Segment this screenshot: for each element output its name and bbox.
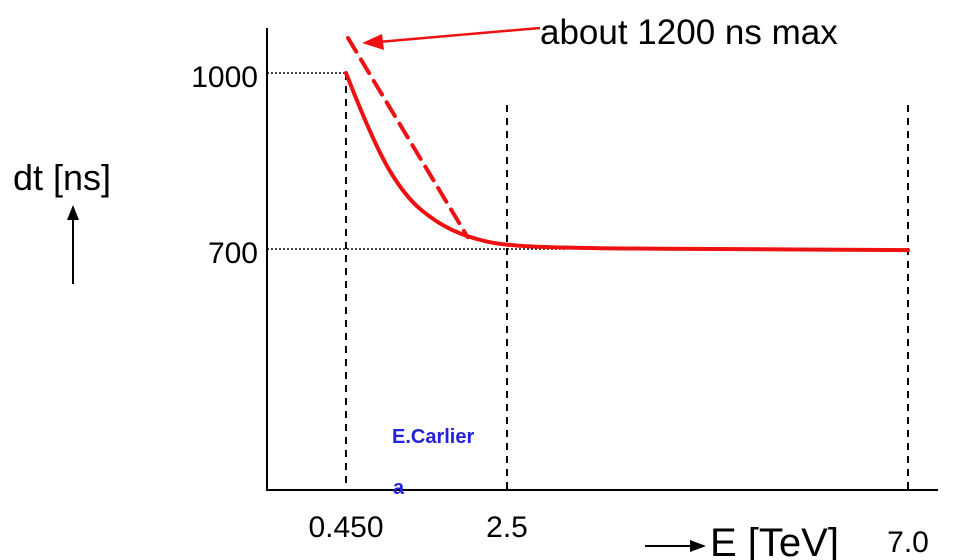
y-axis-label: dt [ns] bbox=[13, 157, 111, 198]
x-tick-label: 7.0 bbox=[887, 526, 929, 559]
annotation-text: about 1200 ns max bbox=[540, 13, 838, 52]
x-tick-label: 2.5 bbox=[486, 511, 528, 544]
credit-name: E.Carlier bbox=[392, 426, 474, 448]
x-axis-label: E [TeV] bbox=[710, 521, 839, 560]
axes bbox=[266, 28, 938, 491]
credit-fragment: a bbox=[393, 477, 405, 499]
series-layer bbox=[344, 36, 910, 253]
x-tick-label: 0.450 bbox=[308, 511, 383, 544]
y-tick-label: 700 bbox=[208, 237, 258, 270]
x-axis-arrow-head-icon bbox=[690, 540, 706, 552]
tick-labels: 0.450 2.5 7.0 1000 700 bbox=[191, 61, 929, 559]
y-tick-label: 1000 bbox=[191, 61, 258, 94]
y-axis-arrow-head-icon bbox=[67, 205, 79, 220]
annotation-arrow-line bbox=[377, 26, 541, 44]
series-line-solid bbox=[344, 71, 910, 253]
annotation-arrow-head-icon bbox=[362, 34, 384, 50]
series-line-dashed bbox=[346, 36, 470, 240]
guide-lines bbox=[267, 72, 909, 490]
